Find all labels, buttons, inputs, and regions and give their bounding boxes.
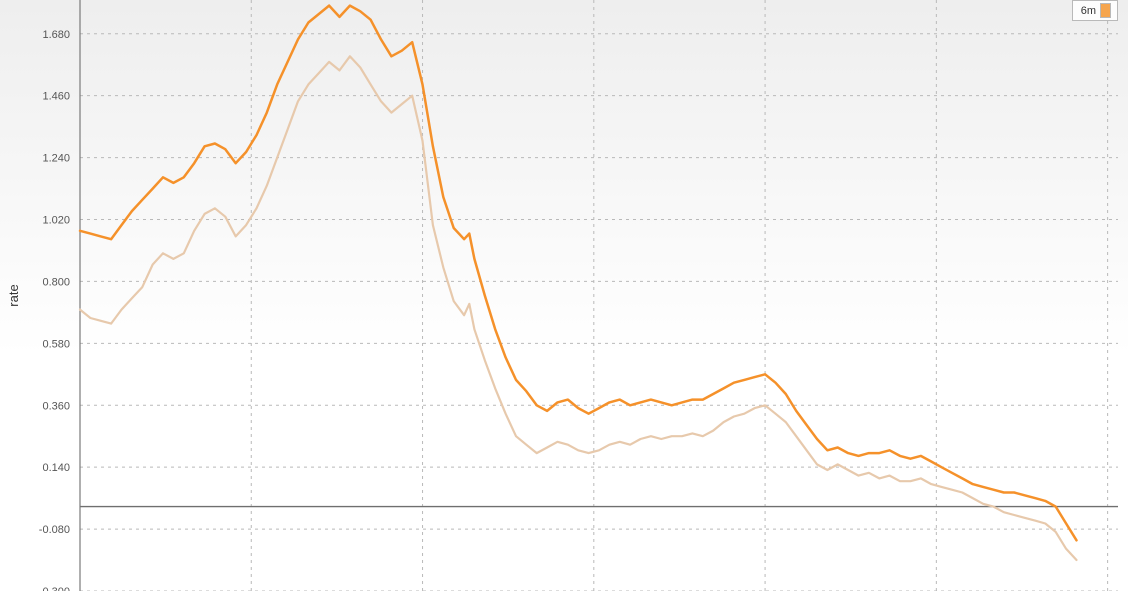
svg-text:1.460: 1.460	[42, 91, 70, 103]
svg-text:-0.300: -0.300	[39, 586, 70, 591]
svg-text:0.580: 0.580	[42, 338, 70, 350]
svg-text:1.020: 1.020	[42, 215, 70, 227]
svg-text:0.360: 0.360	[42, 400, 70, 412]
legend-label: 6m	[1081, 5, 1096, 17]
rate-chart: 1.680 1.460 1.240 1.020 0.800 0.580 0.360 0.140…	[0, 0, 1128, 591]
svg-text:0.800: 0.800	[42, 276, 70, 288]
svg-text:1.240: 1.240	[42, 153, 70, 165]
chart-canvas: 1.680 1.460 1.240 1.020 0.800 0.580 0.360 0.140…	[0, 0, 1128, 591]
legend-swatch	[1100, 3, 1111, 18]
svg-text:1.680: 1.680	[42, 29, 70, 41]
svg-text:0.140: 0.140	[42, 462, 70, 474]
chart-legend[interactable]: 6m	[1072, 0, 1118, 21]
svg-text:-0.080: -0.080	[39, 524, 70, 536]
svg-text:rate: rate	[6, 284, 21, 306]
